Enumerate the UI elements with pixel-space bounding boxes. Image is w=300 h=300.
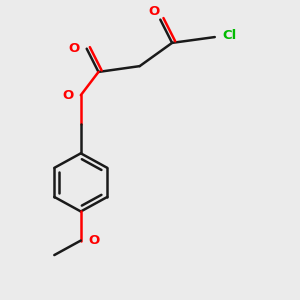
Text: O: O [148,5,160,18]
Text: O: O [88,234,99,247]
Text: O: O [62,89,74,102]
Text: Cl: Cl [222,29,236,42]
Text: O: O [68,42,79,55]
